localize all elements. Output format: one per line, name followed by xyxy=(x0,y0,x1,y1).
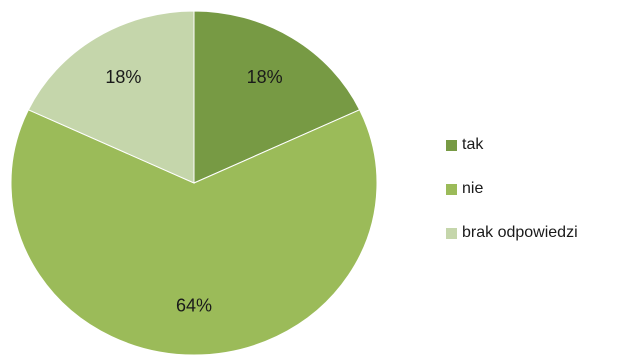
legend-swatch-brak-odpowiedzi xyxy=(446,227,457,239)
pie-slice-tak xyxy=(193,10,361,184)
legend-label-nie: nie xyxy=(462,180,484,197)
legend-label-tak: tak xyxy=(462,136,484,153)
data-label-tak: 18% xyxy=(247,67,283,87)
data-label-nie: 64% xyxy=(176,296,212,316)
legend-label-brak-odpowiedzi: brak odpowiedzi xyxy=(462,224,578,241)
legend-item-nie: nie xyxy=(446,178,632,200)
legend-item-tak: tak xyxy=(446,134,632,156)
data-label-brak-odpowiedzi: 18% xyxy=(105,67,141,87)
legend-item-brak-odpowiedzi: brak odpowiedzi xyxy=(446,222,632,244)
legend-swatch-tak xyxy=(446,139,457,151)
pie-slice-brak-odpowiedzi xyxy=(27,10,195,184)
pie-slice-nie xyxy=(10,109,378,356)
legend-swatch-nie xyxy=(446,183,457,195)
legend: tak nie brak odpowiedzi xyxy=(446,134,632,266)
